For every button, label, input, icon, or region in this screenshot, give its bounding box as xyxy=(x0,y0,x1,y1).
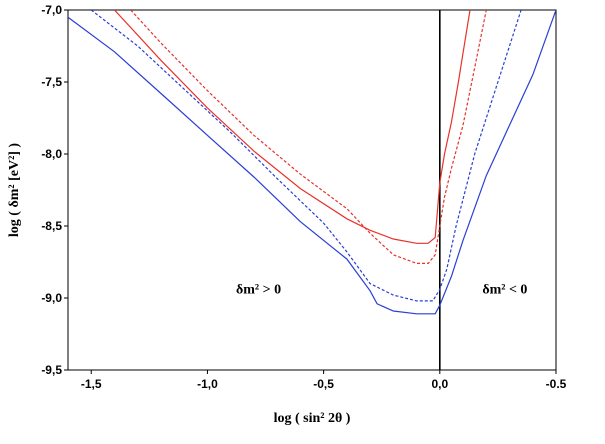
plot-frame xyxy=(67,9,557,371)
series-line-4 xyxy=(68,10,556,315)
series-line-3 xyxy=(90,10,522,302)
y-axis-title: log ( δm² [eV²] ) xyxy=(7,143,22,238)
x-tick-label-1: -1,0 xyxy=(197,377,218,391)
y-tick-label-5: -9,5 xyxy=(41,363,62,377)
y-tick-label-4: -9,0 xyxy=(41,291,62,305)
annotation-0: δm² > 0 xyxy=(236,283,281,298)
plot-area xyxy=(68,10,556,370)
x-axis-title: log ( sin² 2θ ) xyxy=(274,411,351,426)
x-tick-label-3: 0,0 xyxy=(431,377,448,391)
series-line-2 xyxy=(130,10,487,264)
y-tick-label-2: -8,0 xyxy=(41,147,62,161)
series-line-1 xyxy=(114,10,471,244)
y-tick-label-3: -8,5 xyxy=(41,219,62,233)
axis-ticks: -1,5 -1,0 -0,5 0,0 -0.5 -7,0 -7,5 -8,0 -8,5 -9,0 -… xyxy=(41,3,566,391)
x-tick-label-0: -1,5 xyxy=(81,377,102,391)
y-tick-label-1: -7,5 xyxy=(41,75,62,89)
x-tick-label-4: -0.5 xyxy=(546,377,567,391)
y-tick-label-0: -7,0 xyxy=(41,3,62,17)
annotation-1: δm² < 0 xyxy=(482,283,527,298)
annotations: δm² > 0 δm² < 0 xyxy=(236,283,527,298)
x-tick-label-2: -0,5 xyxy=(313,377,334,391)
